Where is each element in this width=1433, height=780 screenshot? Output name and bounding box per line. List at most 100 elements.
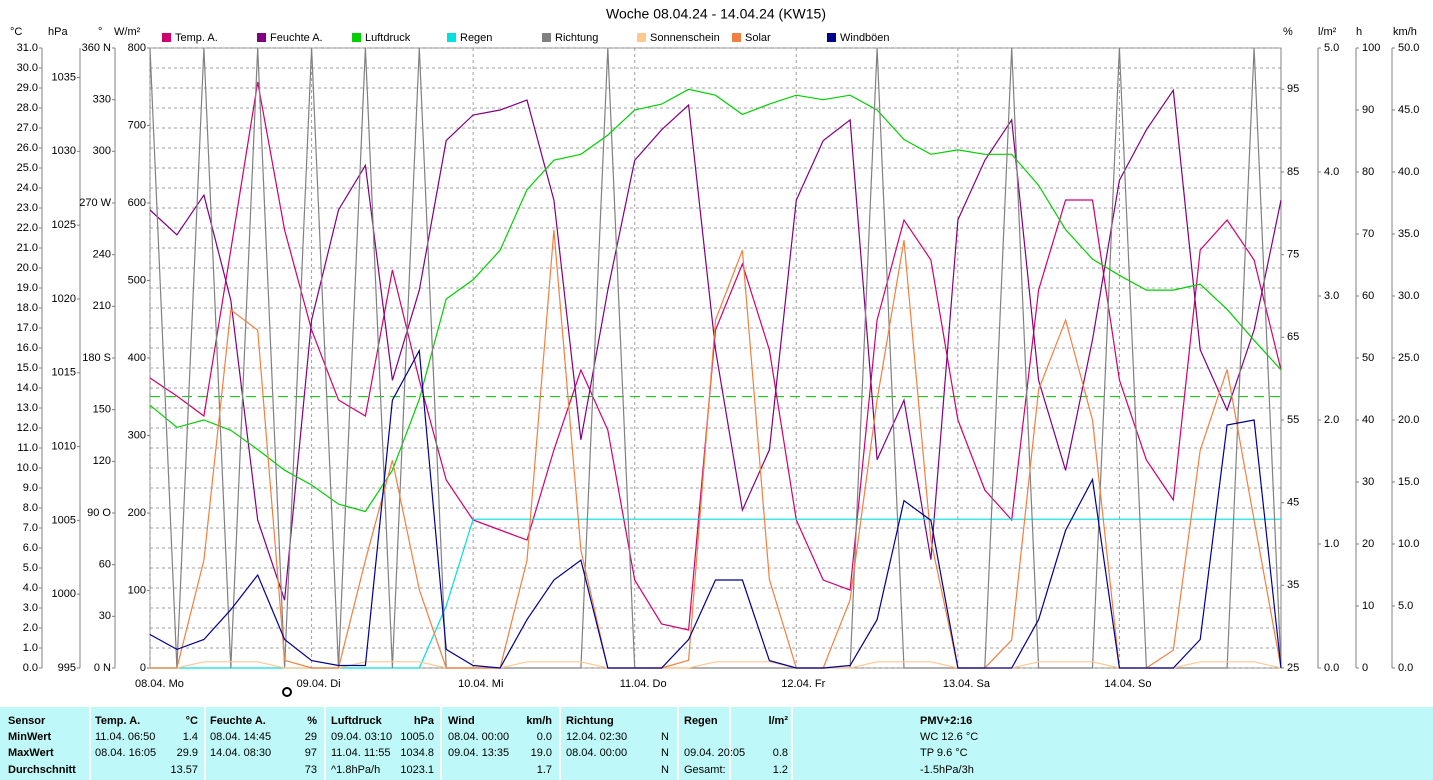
y-tick-label: 30	[99, 610, 111, 622]
legend-swatch	[447, 33, 456, 42]
y-tick-label: 85	[1287, 166, 1299, 178]
axis-unit: h	[1356, 26, 1362, 38]
legend-label: Luftdruck	[365, 32, 411, 44]
legend-swatch	[352, 33, 361, 42]
x-tick-label: 12.04. Fr	[781, 678, 825, 690]
y-tick-label: 17.0	[17, 322, 38, 334]
y-tick-label: 60	[1362, 290, 1374, 302]
x-tick-label: 14.04. So	[1104, 678, 1151, 690]
table-cell: Regen	[684, 715, 718, 727]
y-tick-label: 5.0	[1324, 42, 1339, 54]
y-tick-label: 35	[1287, 579, 1299, 591]
y-tick-label: 0 N	[94, 662, 111, 674]
y-tick-label: 13.0	[17, 402, 38, 414]
table-cell: WC 12.6 °C	[920, 731, 978, 743]
table-cell: Feuchte A.	[210, 715, 266, 727]
y-tick-label: 400	[128, 352, 146, 364]
y-tick-label: 5.0	[23, 562, 38, 574]
series-line	[149, 348, 1282, 669]
y-tick-label: 120	[93, 455, 111, 467]
y-tick-label: 25	[1287, 662, 1299, 674]
y-tick-label: 1015	[52, 367, 76, 379]
x-tick-label: 10.04. Mi	[458, 678, 503, 690]
table-cell: 1.4	[183, 731, 198, 743]
axis-unit: %	[1283, 26, 1293, 38]
table-cell: °C	[186, 715, 198, 727]
y-tick-label: 0	[1362, 662, 1368, 674]
y-tick-label: 24.0	[17, 182, 38, 194]
x-tick-label: 09.04. Di	[297, 678, 341, 690]
y-tick-label: 21.0	[17, 242, 38, 254]
y-tick-label: 210	[93, 300, 111, 312]
table-cell: 73	[305, 764, 317, 776]
y-tick-label: 25.0	[17, 162, 38, 174]
table-cell: 08.04. 00:00	[566, 747, 627, 759]
table-cell: 08.04. 00:00	[448, 731, 509, 743]
y-tick-label: 12.0	[17, 422, 38, 434]
y-tick-label: 90	[1362, 104, 1374, 116]
table-cell: 19.0	[531, 747, 552, 759]
table-cell: l/m²	[768, 715, 788, 727]
legend-label: Regen	[460, 32, 492, 44]
table-cell: N	[661, 747, 669, 759]
table-cell: Durchschnitt	[8, 764, 76, 776]
y-tick-label: 40.0	[1398, 166, 1419, 178]
y-tick-label: 27.0	[17, 122, 38, 134]
series-line	[149, 88, 1282, 601]
y-tick-label: 45	[1287, 497, 1299, 509]
y-tick-label: 22.0	[17, 222, 38, 234]
legend-swatch	[827, 33, 836, 42]
y-tick-label: 600	[128, 197, 146, 209]
table-cell: -1.5hPa/3h	[920, 764, 974, 776]
y-tick-label: 50	[1362, 352, 1374, 364]
y-tick-label: 20.0	[1398, 414, 1419, 426]
table-cell: Temp. A.	[95, 715, 140, 727]
y-tick-label: 50.0	[1398, 42, 1419, 54]
table-cell: 09.04. 03:10	[331, 731, 392, 743]
y-tick-label: 1030	[52, 145, 76, 157]
y-tick-label: 270 W	[79, 197, 111, 209]
y-tick-label: 4.0	[1324, 166, 1339, 178]
axis-unit: °C	[10, 26, 22, 38]
legend-label: Richtung	[555, 32, 598, 44]
axis-unit: °	[98, 26, 102, 38]
legend-label: Windböen	[840, 32, 890, 44]
legend-swatch	[542, 33, 551, 42]
table-cell: Gesamt:	[684, 764, 726, 776]
y-tick-label: 15.0	[17, 362, 38, 374]
y-tick-label: 8.0	[23, 502, 38, 514]
y-tick-label: 150	[93, 404, 111, 416]
y-tick-label: 11.0	[17, 442, 38, 454]
y-tick-label: 14.0	[17, 382, 38, 394]
x-tick-label: 11.04. Do	[620, 678, 667, 690]
y-tick-label: 1005	[52, 514, 76, 526]
table-cell: 12.04. 02:30	[566, 731, 627, 743]
y-tick-label: 25.0	[1398, 352, 1419, 364]
y-tick-label: 7.0	[23, 522, 38, 534]
y-tick-label: 20	[1362, 538, 1374, 550]
y-tick-label: 2.0	[1324, 414, 1339, 426]
legend-swatch	[637, 33, 646, 42]
y-tick-label: 0.0	[1398, 662, 1413, 674]
y-tick-label: 80	[1362, 166, 1374, 178]
y-tick-label: 28.0	[17, 102, 38, 114]
y-tick-label: 29.0	[17, 82, 38, 94]
y-tick-label: 19.0	[17, 282, 38, 294]
table-cell: MinWert	[8, 731, 52, 743]
y-tick-label: 3.0	[23, 602, 38, 614]
y-tick-label: 2.0	[23, 622, 38, 634]
y-tick-label: 1035	[52, 71, 76, 83]
y-tick-label: 9.0	[23, 482, 38, 494]
y-tick-label: 30.0	[17, 62, 38, 74]
axis-unit: km/h	[1393, 26, 1417, 38]
table-cell: MaxWert	[8, 747, 54, 759]
y-tick-label: 35.0	[1398, 228, 1419, 240]
y-tick-label: 10.0	[17, 462, 38, 474]
y-tick-label: 0.0	[1324, 662, 1339, 674]
series-line	[149, 88, 1282, 513]
legend-swatch	[257, 33, 266, 42]
table-cell: 13.57	[170, 764, 198, 776]
legend-label: Temp. A.	[175, 32, 218, 44]
